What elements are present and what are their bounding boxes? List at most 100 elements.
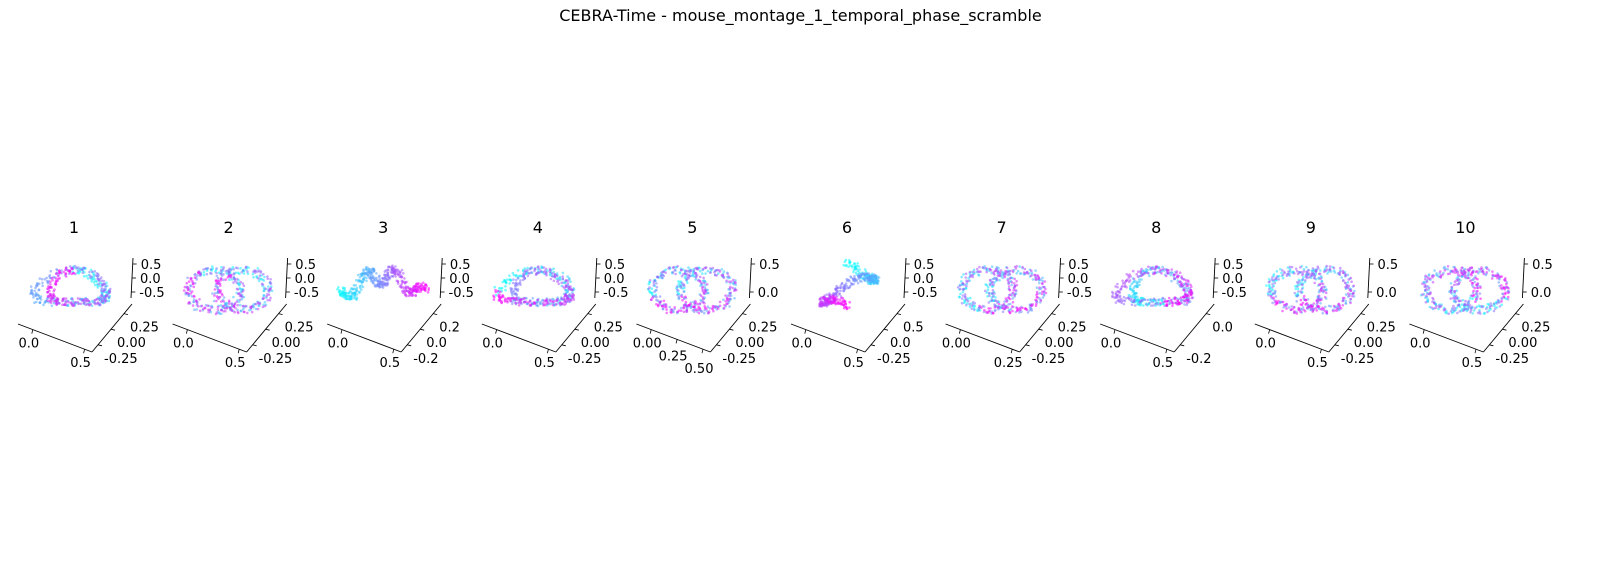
scatter-point [1310,269,1314,272]
scatter-point [78,297,82,301]
scatter-point [997,302,1001,306]
scatter-point [680,281,684,285]
scatter-point [254,307,258,311]
y-tick [1489,344,1494,347]
scatter-point [1496,298,1500,302]
scatter-point [1296,285,1299,288]
scatter-point [1294,267,1298,271]
panel-5: 50.000.250.500.250.00-0.250.50.0 [633,218,780,377]
scatter-point [239,267,242,270]
scatter-point [562,285,565,289]
scatter-point [1347,278,1350,281]
scatter-point [232,295,235,299]
scatter-point [516,276,520,280]
scatter-point [372,278,376,282]
scatter-point [1310,307,1313,310]
z-tick-label: 0.0 [1376,286,1397,301]
scatter-point [689,269,693,273]
scatter-point [964,276,967,279]
y-tick [110,328,116,331]
panel-title: 3 [378,218,388,237]
y-tick [742,313,747,315]
scatter-point [1149,298,1153,301]
scatter-point [1317,272,1321,276]
scatter-point [1500,300,1503,303]
x-tick [856,349,858,354]
scatter-point [853,262,856,265]
scatter-point [545,300,549,304]
scatter-point [1167,296,1171,300]
scatter-point [350,293,354,297]
scatter-point [1313,281,1316,285]
z-tick-label: -0.5 [603,286,628,301]
scatter-point [31,293,35,297]
y-tick-label: -0.2 [413,352,438,367]
scatter-point [1111,292,1115,295]
scatter-point [566,290,569,293]
y-tick [1206,313,1211,315]
scatter-point [694,308,697,312]
scatter-point [48,293,52,296]
y-tick-label: -0.25 [877,352,911,367]
scatter-point [1498,305,1502,308]
scatter-point [229,306,232,309]
scatter-point [1317,305,1321,308]
scatter-point [222,300,225,303]
scatter-point [1302,294,1306,298]
scatter-point [70,272,74,276]
scatter-point [97,282,101,286]
panel-title: 4 [533,218,543,237]
scatter-point [258,304,261,308]
scatter-point [1179,301,1182,305]
scatter-point [1456,270,1460,274]
z-tick-label: 0.0 [295,272,316,287]
scatter-point [856,281,860,285]
scatter-point [561,277,565,281]
scatter-point [519,283,522,287]
scatter-point [694,272,697,275]
scatter-point [660,271,664,274]
scatter-point [1139,296,1143,300]
scatter-point [963,301,966,305]
scatter-point [352,284,356,287]
scatter-point [1467,273,1470,277]
panel-3: 30.00.50.20.0-0.20.50.0-0.5 [327,218,474,371]
scatter-point [1299,310,1302,314]
scatter-point [1161,265,1164,269]
scatter-point [548,268,552,272]
scatter-point [990,265,994,269]
scatter-point [1184,282,1188,285]
scatter-point [186,276,189,280]
scatter-point [45,276,48,280]
scatter-point [696,308,699,312]
scatter-point [1288,265,1292,269]
scatter-point [1301,306,1305,309]
scatter-point [851,277,855,280]
scatter-point [1111,294,1114,298]
scatter-point [1345,283,1349,287]
scatter-point [965,299,968,302]
scatter-point [362,269,365,273]
scatter-point [222,278,225,282]
scatter-point [193,276,197,279]
scatter-point [61,297,65,301]
scatter-point [239,293,243,297]
scatter-point [187,280,191,283]
scatter-point [1178,280,1181,284]
scatter-point [1452,308,1456,312]
scatter-point [1182,295,1185,299]
scatter-point [1349,276,1353,280]
scatter-point [242,289,245,292]
scatter-point [556,298,559,301]
x-tick-label: 0.0 [328,337,349,352]
scatter-point [355,289,359,293]
scatter-point [569,280,572,284]
scatter-point [517,301,521,304]
scatter-point [192,294,196,298]
scatter-point [85,297,88,301]
scatter-point [1305,265,1308,269]
scatter-point [34,294,37,298]
scatter-point [1167,271,1170,275]
scatter-point [1319,289,1322,293]
scatter-point [49,280,52,284]
